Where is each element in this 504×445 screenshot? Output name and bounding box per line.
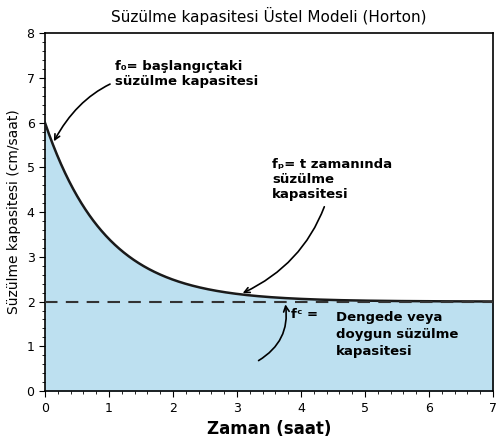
X-axis label: Zaman (saat): Zaman (saat) [207,420,331,438]
Title: Süzülme kapasitesi Üstel Modeli (Horton): Süzülme kapasitesi Üstel Modeli (Horton) [111,7,427,25]
Text: Dengede veya
doygun süzülme
kapasitesi: Dengede veya doygun süzülme kapasitesi [336,312,459,358]
Y-axis label: Süzülme kapasitesi (cm/saat): Süzülme kapasitesi (cm/saat) [7,110,21,315]
Text: f₀= başlangıçtaki
süzülme kapasitesi: f₀= başlangıçtaki süzülme kapasitesi [55,60,259,140]
Text: fᶜ =: fᶜ = [291,308,323,321]
FancyBboxPatch shape [330,302,493,391]
Text: fₚ= t zamanında
süzülme
kapasitesi: fₚ= t zamanında süzülme kapasitesi [244,158,392,292]
